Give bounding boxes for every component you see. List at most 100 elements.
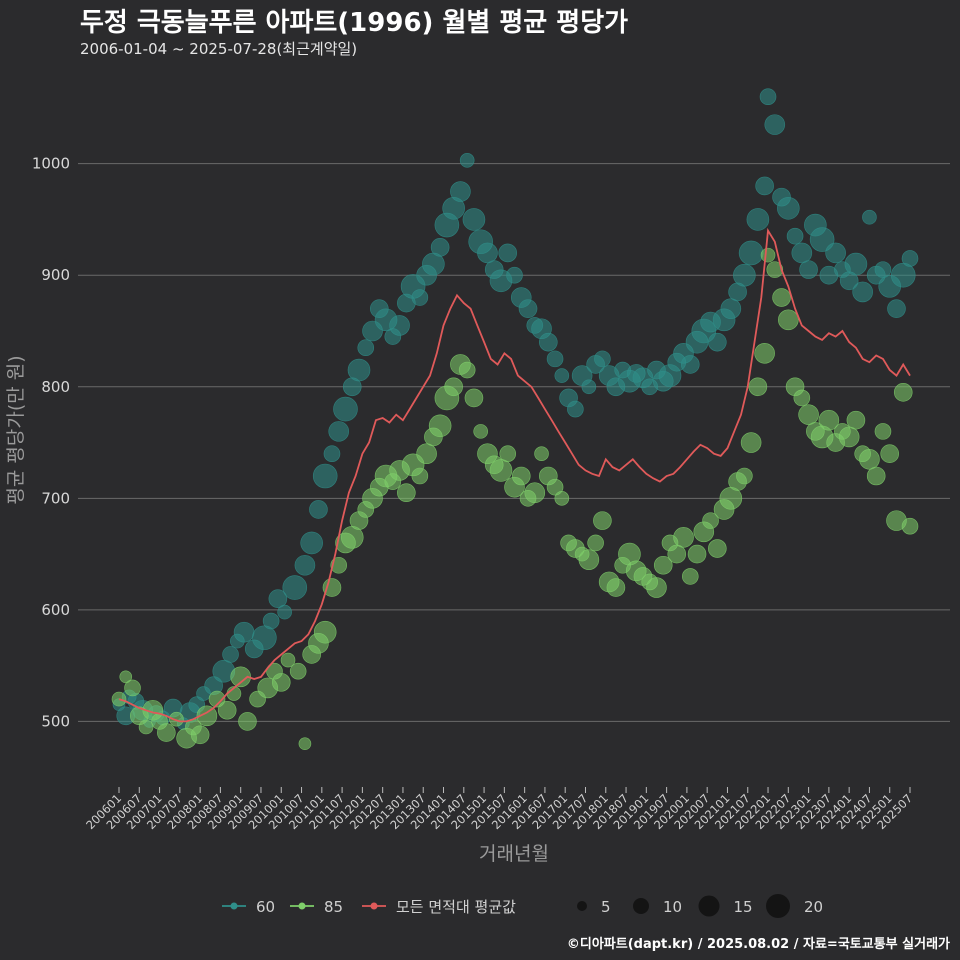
series-85-point: [397, 483, 416, 503]
series-85-point: [736, 467, 753, 485]
series-85-point: [190, 725, 210, 745]
series-85-point: [593, 511, 612, 530]
series-60-point: [357, 339, 375, 357]
y-tick-label: 600: [41, 601, 70, 619]
series-60-point: [581, 379, 597, 395]
series-60-point: [567, 400, 584, 418]
series-60-point: [233, 621, 255, 643]
series-60-point: [720, 298, 742, 319]
series-85-point: [772, 288, 791, 307]
y-tick-label: 800: [41, 378, 70, 396]
series-60-point: [755, 176, 774, 196]
series-60-point: [450, 181, 471, 202]
series-60-point: [477, 242, 498, 264]
series-85-point: [687, 544, 707, 564]
series-60-point: [746, 208, 770, 231]
series-85-point: [196, 705, 218, 727]
series-85-point: [760, 247, 776, 263]
series-85-point: [169, 711, 184, 727]
series-60-point: [852, 281, 873, 303]
series-85-point: [411, 467, 429, 485]
series-60-point: [738, 240, 764, 266]
series-60-points: [112, 88, 919, 730]
legend-size-circle: [766, 894, 790, 918]
series-85-point: [778, 309, 799, 331]
series-85-point: [157, 723, 176, 742]
series-85-point: [587, 534, 604, 552]
series-85-point: [901, 517, 919, 535]
series-85-point: [708, 539, 727, 558]
series-60-point: [546, 350, 564, 368]
series-85-point: [511, 466, 531, 486]
series-60-point: [825, 242, 846, 264]
legend-size-label: 10: [663, 898, 682, 916]
series-60-point: [539, 332, 558, 352]
y-axis-title: 평균 평당가(만 원): [5, 355, 27, 504]
y-tick-label: 900: [41, 266, 70, 284]
series-60-point: [708, 332, 727, 352]
legend-size-label: 5: [601, 898, 611, 916]
series-85-point: [416, 443, 437, 464]
series-85-point: [702, 512, 719, 529]
series-60-point: [294, 554, 316, 576]
y-tick-label: 700: [41, 489, 70, 507]
series-85-point: [874, 423, 892, 440]
series-60-point: [799, 260, 818, 279]
series-60-point: [323, 445, 341, 462]
series-60-point: [506, 266, 523, 284]
series-85-point: [748, 377, 768, 397]
series-85-point: [428, 414, 452, 438]
series-60-point: [459, 153, 475, 168]
series-85-point: [740, 432, 762, 453]
series-85-point: [444, 377, 463, 397]
series-60-point: [252, 625, 277, 651]
series-60-point: [312, 463, 338, 489]
series-85-point: [119, 670, 133, 684]
series-85-points: [111, 247, 919, 751]
series-60-point: [309, 500, 328, 519]
series-85-point: [859, 448, 880, 470]
series-85-point: [798, 404, 819, 425]
series-85-point: [793, 389, 811, 407]
series-85-point: [289, 662, 307, 680]
series-85-point: [458, 361, 476, 379]
series-85-point: [866, 466, 886, 486]
series-60-point: [389, 315, 410, 336]
series-85-point: [124, 679, 141, 697]
legend-size-label: 15: [734, 898, 753, 916]
legend-label: 60: [256, 898, 275, 916]
series-85-point: [217, 700, 237, 720]
chart-title: 두정 극동늘푸른 아파트(1996) 월별 평균 평당가: [80, 8, 629, 38]
series-85-point: [280, 652, 296, 668]
series-85-point: [766, 261, 784, 278]
series-85-point: [499, 445, 517, 462]
series-85-point: [578, 549, 600, 570]
series-60-point: [791, 242, 813, 264]
series-85-point: [554, 491, 570, 506]
series-60-point: [333, 396, 358, 422]
series-85-point: [646, 577, 667, 598]
series-60-point: [462, 208, 486, 231]
series-85-point: [546, 478, 564, 496]
series-60-point: [777, 196, 800, 220]
series-85-point: [489, 459, 513, 482]
average-line-group: [118, 227, 911, 723]
series-85-point: [230, 666, 251, 688]
source-caption: ©디아파트(dapt.kr) / 2025.08.02 / 자료=국토교통부 실…: [566, 937, 950, 952]
legend-label: 85: [324, 898, 343, 916]
series-85-point: [330, 556, 348, 574]
series-60-point: [347, 358, 371, 382]
series-60-point: [901, 250, 919, 267]
series-85-point: [238, 712, 257, 731]
series-85-point: [271, 673, 291, 692]
legend-size-label: 20: [804, 898, 823, 916]
y-axis-ticks: 500 600 700 800 900 1000: [32, 155, 70, 731]
legend-label: 모든 면적대 평균값: [396, 898, 516, 916]
series-60-point: [277, 604, 292, 620]
series-60-point: [262, 612, 280, 630]
legend: 60 85 모든 면적대 평균값 5 10 15 20: [222, 894, 823, 918]
legend-swatch-dot: [370, 902, 378, 910]
series-85-point: [818, 409, 840, 431]
series-85-point: [667, 544, 687, 564]
